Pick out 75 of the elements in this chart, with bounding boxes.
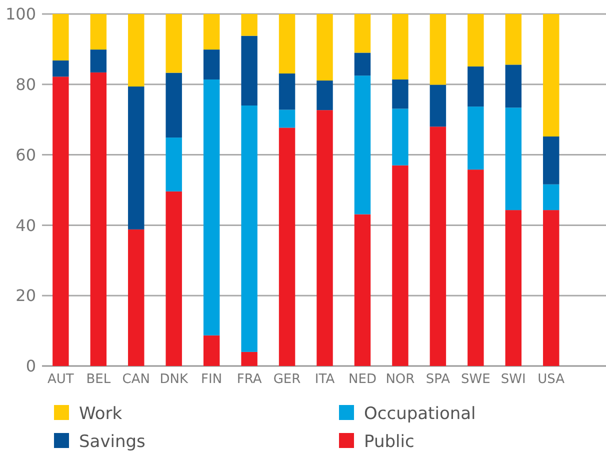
bar — [203, 50, 220, 80]
bar — [430, 84, 446, 127]
legend-label: Occupational — [364, 404, 476, 424]
bar — [505, 210, 522, 366]
bar — [354, 52, 371, 76]
bar — [278, 128, 296, 366]
x-tick-label: SWI — [500, 372, 526, 387]
bar — [430, 14, 446, 85]
bar — [203, 335, 220, 366]
bar — [354, 214, 371, 366]
bar — [52, 14, 69, 60]
x-tick-label: NED — [348, 372, 376, 387]
bar — [392, 165, 408, 366]
bar — [128, 86, 144, 230]
bar — [90, 72, 107, 366]
x-tick-label: NOR — [386, 372, 415, 387]
bar — [316, 14, 333, 81]
y-tick-label: 60 — [16, 145, 36, 164]
bar — [278, 14, 296, 74]
x-tick-label: AUT — [47, 372, 74, 387]
y-tick-label: 80 — [16, 75, 36, 94]
bar — [90, 14, 107, 50]
x-tick-label: GER — [273, 372, 301, 387]
x-tick-label: SWE — [461, 372, 490, 387]
x-tick-label: FIN — [201, 372, 222, 387]
bar — [241, 14, 258, 36]
bar — [543, 136, 560, 184]
legend-label: Savings — [79, 432, 146, 452]
legend-label: Work — [79, 404, 122, 424]
bar — [241, 352, 258, 366]
x-tick-label: BEL — [86, 372, 112, 387]
bar — [468, 14, 484, 66]
bar — [52, 60, 69, 77]
bar — [468, 170, 484, 366]
bar — [468, 106, 484, 170]
bar — [316, 110, 333, 366]
bar — [316, 80, 333, 110]
bar — [543, 210, 560, 366]
bar — [128, 229, 144, 366]
x-tick-label: SPA — [426, 372, 450, 387]
bar — [166, 138, 182, 192]
bar — [392, 14, 408, 80]
bar — [241, 106, 258, 352]
bar — [203, 14, 220, 50]
bar — [166, 14, 182, 73]
x-tick-label: USA — [538, 372, 565, 387]
bar — [166, 72, 182, 138]
y-tick-label: 40 — [16, 216, 36, 235]
bar — [468, 66, 484, 107]
bar — [90, 50, 107, 72]
bar — [505, 108, 522, 210]
x-tick-label: CAN — [122, 372, 150, 387]
bar — [543, 184, 560, 210]
y-tick-label: 0 — [26, 356, 36, 376]
legend-label: Public — [364, 432, 414, 452]
bar — [241, 36, 258, 106]
y-tick-label: 20 — [16, 286, 36, 306]
bar — [430, 126, 446, 366]
bar — [52, 76, 69, 366]
bar — [392, 79, 408, 109]
bar — [505, 14, 522, 65]
y-tick-label: 100 — [5, 4, 36, 24]
bar — [543, 14, 560, 136]
bar — [505, 64, 522, 108]
bar — [203, 79, 220, 336]
x-tick-label: FRA — [236, 372, 262, 387]
bar — [278, 110, 296, 128]
bar — [128, 14, 144, 87]
x-tick-label: ITA — [314, 372, 335, 387]
x-tick-label: DNK — [160, 372, 188, 387]
bar — [354, 76, 371, 214]
bar — [354, 14, 371, 53]
bar — [278, 73, 296, 110]
bar — [166, 191, 182, 366]
bar — [392, 108, 408, 166]
